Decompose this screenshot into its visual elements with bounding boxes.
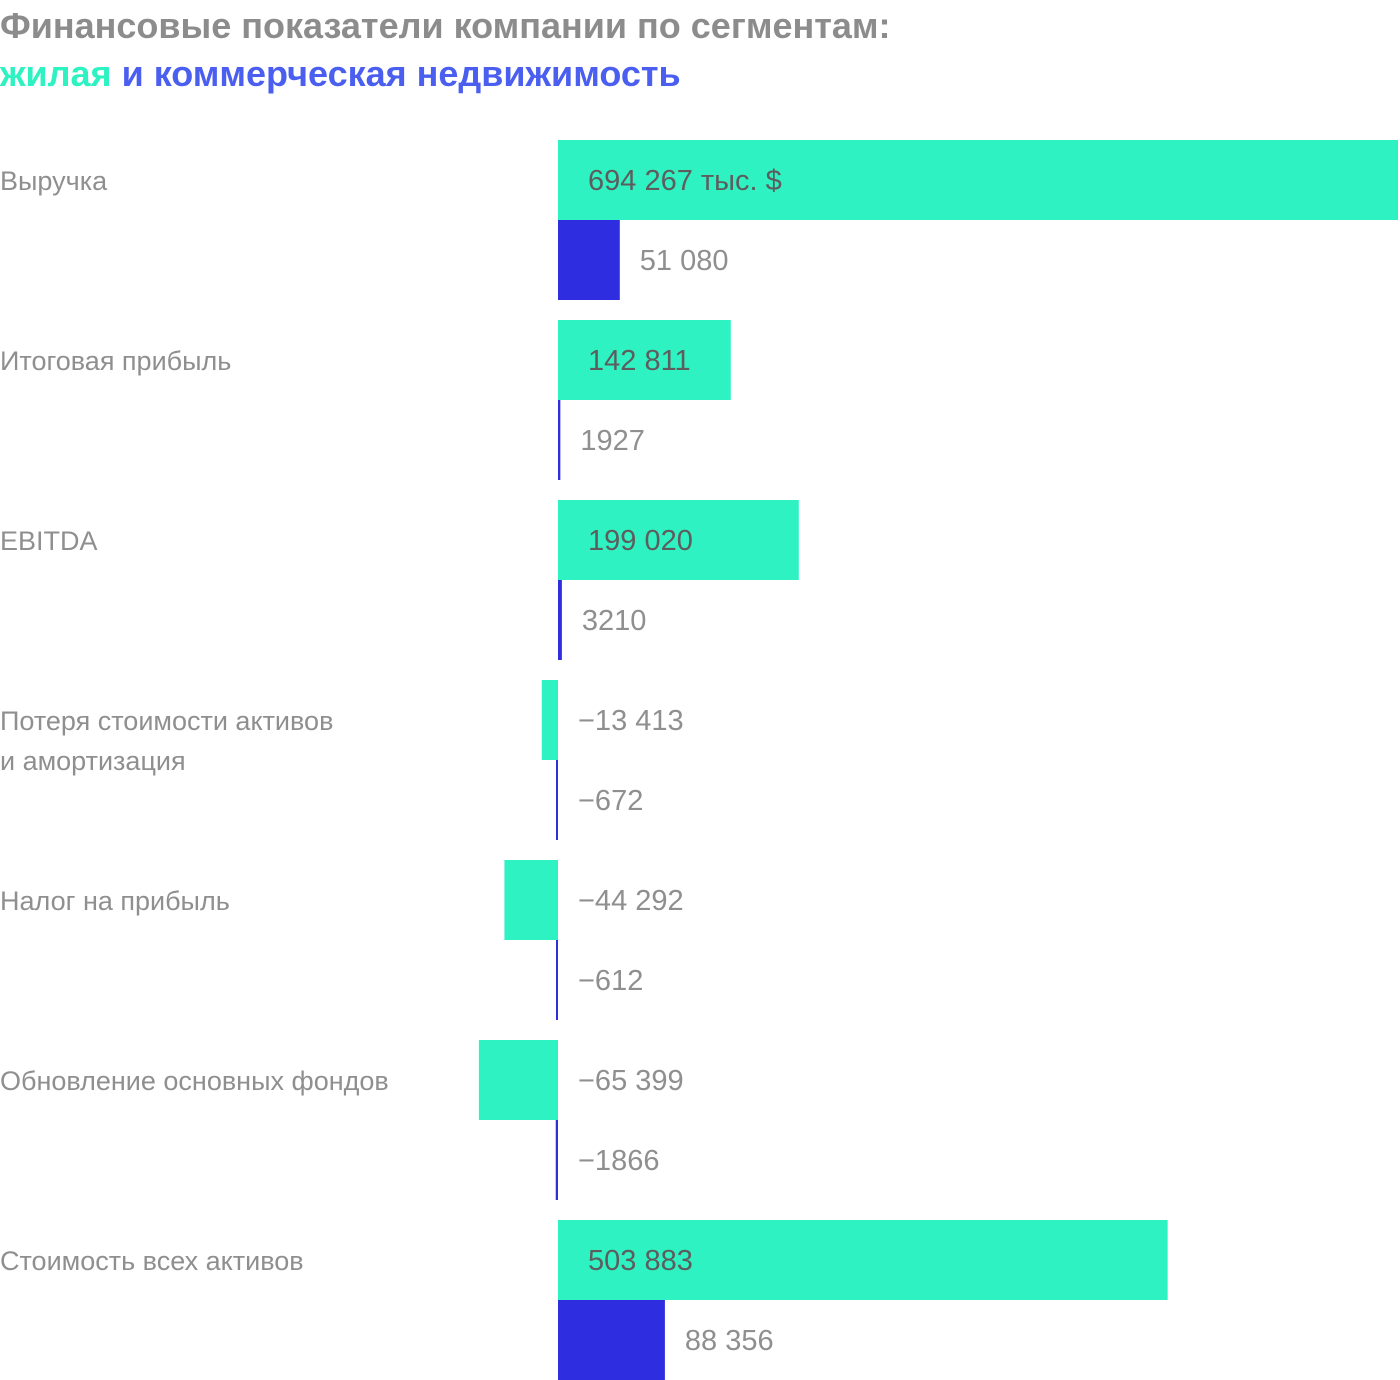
category-label-line: и амортизация (0, 746, 186, 776)
bar-commercial (558, 220, 620, 300)
value-label-commercial: −672 (578, 785, 643, 817)
category-label-line: Стоимость всех активов (0, 1246, 304, 1276)
category-label: Итоговая прибыль (0, 346, 231, 376)
bar-residential (558, 320, 731, 400)
value-label-commercial: 51 080 (640, 245, 729, 277)
value-label-residential: 694 267 тыс. $ (588, 165, 782, 197)
value-label-commercial: −612 (578, 965, 643, 997)
bar-residential (541, 680, 558, 760)
value-label-residential: −65 399 (578, 1065, 684, 1097)
bar-commercial (558, 1300, 665, 1380)
category-label-line: Потеря стоимости активов (0, 706, 333, 736)
chart-title: Финансовые показатели компании по сегмен… (0, 2, 891, 98)
bar-residential (504, 860, 558, 940)
value-label-residential: −44 292 (578, 885, 684, 917)
value-label-residential: 199 020 (588, 525, 693, 557)
bar-residential (478, 1040, 558, 1120)
bar-commercial (556, 940, 558, 1020)
category-label: Налог на прибыль (0, 886, 230, 916)
bar-residential (558, 1220, 1168, 1300)
value-label-residential: −13 413 (578, 705, 684, 737)
value-label-commercial: 88 356 (685, 1325, 774, 1357)
bar-commercial (556, 760, 558, 840)
category-label-line: Выручка (0, 166, 108, 196)
value-label-commercial: −1866 (578, 1145, 659, 1177)
bar-residential (558, 500, 799, 580)
value-label-residential: 503 883 (588, 1245, 693, 1277)
category-label-line: EBITDA (0, 526, 98, 556)
value-label-residential: 142 811 (588, 345, 691, 377)
title-line-1: Финансовые показатели компании по сегмен… (0, 5, 891, 46)
category-label: Выручка (0, 166, 108, 196)
category-label-line: Итоговая прибыль (0, 346, 231, 376)
bar-commercial (555, 1120, 558, 1200)
category-label-line: Обновление основных фондов (0, 1066, 389, 1096)
category-label: Потеря стоимости активов и амортизация (0, 706, 333, 776)
category-label: EBITDA (0, 526, 98, 556)
category-label-line: Налог на прибыль (0, 886, 230, 916)
title-connector: и (111, 53, 154, 94)
title-residential: жилая (0, 53, 112, 94)
bar-commercial (558, 580, 562, 660)
category-label: Стоимость всех активов (0, 1246, 304, 1276)
value-label-commercial: 1927 (580, 425, 645, 457)
title-commercial: коммерческая недвижимость (153, 53, 681, 94)
category-label: Обновление основных фондов (0, 1066, 389, 1096)
bar-commercial (558, 400, 561, 480)
value-label-commercial: 3210 (582, 605, 647, 637)
bar-residential (558, 140, 1398, 220)
